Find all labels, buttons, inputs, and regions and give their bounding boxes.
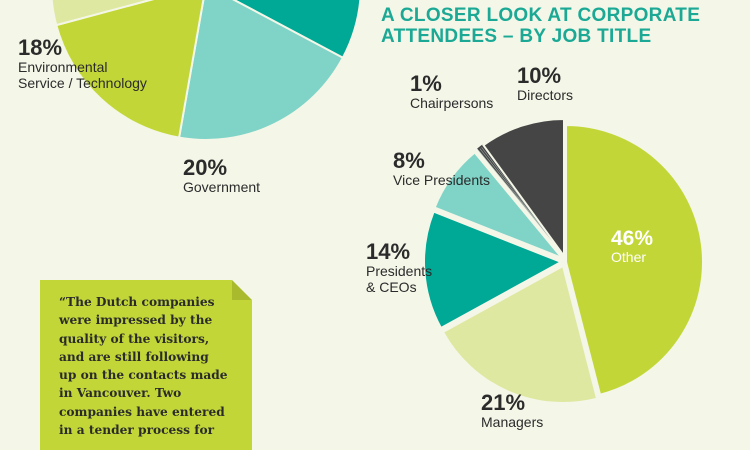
chart-title: A CLOSER LOOK AT CORPORATE ATTENDEES – B… [381,5,701,48]
label-managers: 21% Managers [481,390,544,431]
quote-line: companies have entered [59,404,225,419]
label-presidents-ceos-pct: 14% [366,239,411,264]
quote-text: “The Dutch companies were impressed by t… [40,280,252,439]
pie-slice-upper-pale [50,0,154,27]
label-environmental-pct: 18% [18,35,63,60]
label-other-name: Other [611,249,647,265]
label-presidents-ceos-name-1: Presidents [366,263,433,279]
label-environmental: 18% Environmental Service / Technology [18,35,147,92]
pie-slice-upper-teal [232,0,362,60]
pie-charts [50,0,704,404]
quote-line: and are still following [59,349,209,364]
chart-title-line-1: A CLOSER LOOK AT CORPORATE [381,5,701,26]
label-vice-presidents-pct: 8% [393,148,425,173]
label-vice-presidents-name: Vice Presidents [393,172,491,188]
label-chairpersons: 1% Chairpersons [410,71,494,112]
label-environmental-name-2: Service / Technology [18,75,147,92]
label-other: 46% Other [611,228,653,265]
pie-slice-other [565,123,704,396]
label-directors-pct: 10% [517,63,562,88]
pie-slice-vice-presidents [433,151,563,259]
left-pie [50,0,362,141]
label-government: 20% Government [183,155,261,196]
chart-title-line-2: ATTENDEES – BY JOB TITLE [381,25,652,47]
label-directors: 10% Directors [517,63,574,104]
pie-slice-government [177,0,345,141]
pie-slice-managers [441,264,599,404]
label-other-pct: 46% [611,227,654,250]
quote-line: in Vancouver. Two [59,386,182,401]
quote-box-corner-fold [232,280,252,300]
label-directors-name: Directors [517,87,574,103]
pie-slice-chairpersons-stripe [478,149,557,246]
quote-line: up on the contacts made [59,368,228,383]
quote-box: “The Dutch companies were impressed by t… [40,280,252,450]
label-presidents-ceos: 14% Presidents & CEOs [366,239,433,296]
pie-slice-directors [482,117,565,260]
label-government-name: Government [183,179,261,195]
quote-line: “The Dutch companies [59,295,215,309]
label-managers-name: Managers [481,414,544,430]
pie-slice-environmental [55,0,205,139]
label-chairpersons-name: Chairpersons [410,95,494,111]
label-vice-presidents: 8% Vice Presidents [393,148,491,189]
quote-line: were impressed by the [59,313,213,328]
label-environmental-name-1: Environmental [18,59,108,75]
pie-slice-presidents-ceos [423,210,564,330]
job-title-pie [423,117,704,404]
quote-line: in a tender process for [59,423,215,438]
label-government-pct: 20% [183,155,228,180]
label-managers-pct: 21% [481,390,526,415]
quote-line: quality of the visitors, [59,331,210,346]
label-presidents-ceos-name-2: & CEOs [366,279,417,296]
label-chairpersons-pct: 1% [410,71,442,96]
